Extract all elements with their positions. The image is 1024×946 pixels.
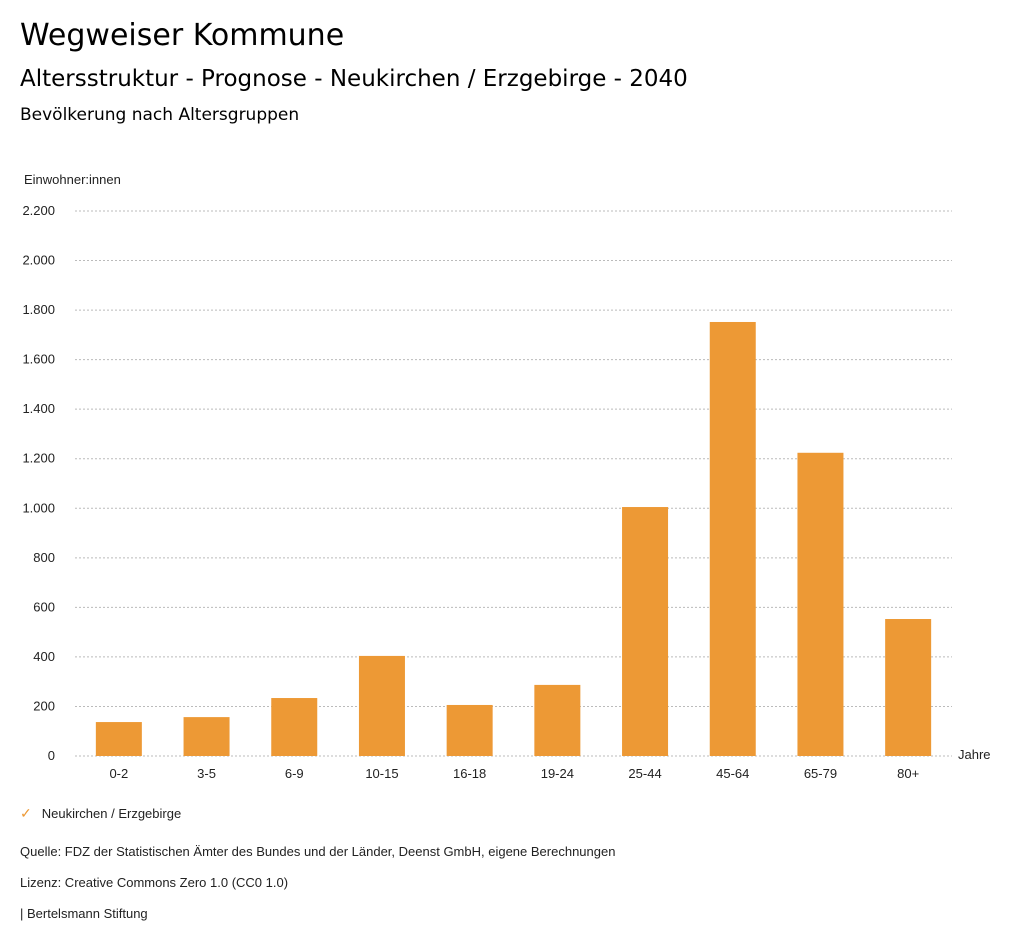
x-tick-label: 19-24 (541, 766, 574, 781)
bar-chart: 0 200 400 600 800 1.000 1.200 1.400 1.600 1.800 2.… (22, 203, 991, 781)
x-tick-label: 0-2 (109, 766, 128, 781)
y-tick-label: 400 (33, 649, 55, 664)
x-tick-label: 25-44 (628, 766, 661, 781)
bar-6-9 (271, 698, 318, 756)
x-tick-label: 16-18 (453, 766, 486, 781)
bar-3-5 (183, 717, 230, 756)
y-tick-label: 2.200 (22, 203, 55, 218)
y-tick-label: 200 (33, 698, 55, 713)
license-text: Lizenz: Creative Commons Zero 1.0 (CC0 1… (20, 875, 289, 890)
y-tick-label: 0 (48, 748, 55, 763)
x-tick-label: 6-9 (285, 766, 304, 781)
bar-16-18 (446, 704, 493, 756)
y-tick-label: 1.400 (22, 401, 55, 416)
page-subtitle: Altersstruktur - Prognose - Neukirchen /… (20, 66, 688, 92)
chart-title: Bevölkerung nach Altersgruppen (20, 105, 300, 125)
x-tick-label: 45-64 (716, 766, 749, 781)
source-text: Quelle: FDZ der Statistischen Ämter des … (20, 844, 616, 859)
y-tick-label: 1.200 (22, 451, 55, 466)
legend-item[interactable]: ✓ Neukirchen / Erzgebirge (20, 805, 181, 822)
y-axis-label: Einwohner:innen (24, 172, 121, 187)
bar-25-44 (622, 507, 669, 756)
x-tick-label: 80+ (897, 766, 919, 781)
x-tick-label: 3-5 (197, 766, 216, 781)
y-tick-label: 1.000 (22, 500, 55, 515)
bar-65-79 (797, 452, 844, 756)
x-axis-label: Jahre (958, 747, 991, 762)
brand-text: | Bertelsmann Stiftung (20, 906, 148, 921)
bar-45-64 (709, 321, 756, 756)
bar-10-15 (358, 655, 405, 756)
y-tick-label: 1.600 (22, 352, 55, 367)
app-title: Wegweiser Kommune (20, 18, 345, 53)
x-tick-label: 65-79 (804, 766, 837, 781)
y-tick-label: 600 (33, 599, 55, 614)
x-tick-label: 10-15 (365, 766, 398, 781)
bar-80+ (885, 619, 932, 756)
legend-label: Neukirchen / Erzgebirge (41, 806, 182, 821)
y-tick-label: 1.800 (22, 302, 55, 317)
bar-0-2 (95, 722, 142, 756)
y-tick-label: 2.000 (22, 253, 55, 268)
y-tick-label: 800 (33, 550, 55, 565)
bar-19-24 (534, 684, 581, 756)
checkmark-icon: ✓ (20, 805, 32, 821)
